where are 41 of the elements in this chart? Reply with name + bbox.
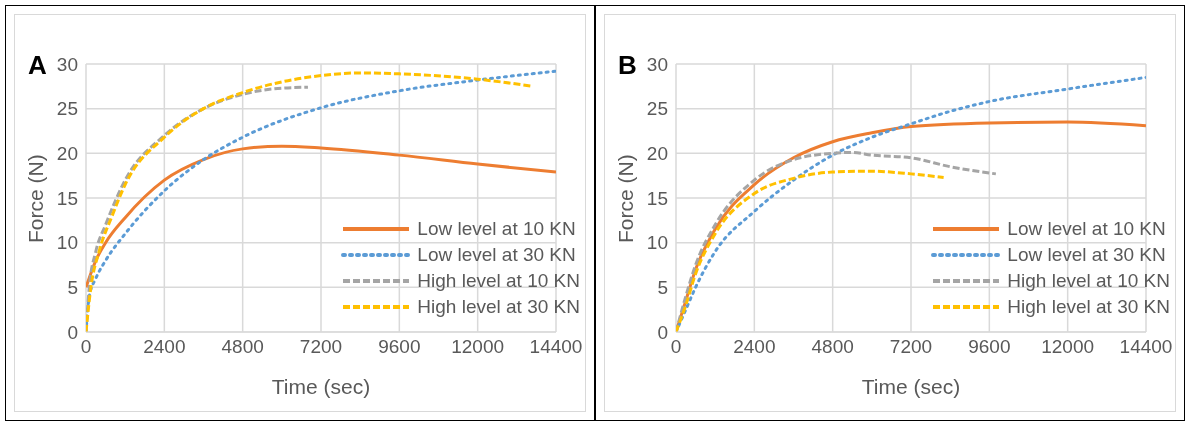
y-tick-label: 5 [67, 277, 78, 299]
y-tick-label: 30 [646, 53, 668, 75]
x-tick-label: 4800 [221, 336, 264, 358]
y-tick-label: 25 [56, 98, 78, 120]
x-tick-label: 12000 [1041, 336, 1095, 358]
legend-label: High level at 30 KN [1007, 296, 1170, 318]
y-tick-label: 10 [646, 232, 668, 254]
y-tick-label: 25 [646, 98, 668, 120]
x-tick-label: 2400 [733, 336, 776, 358]
text: B [618, 50, 637, 81]
y-tick-label: 5 [657, 277, 668, 299]
text: A [28, 50, 47, 81]
x-tick-label: 9600 [378, 336, 421, 358]
y-tick-label: 15 [56, 187, 78, 209]
legend-label: High level at 30 KN [417, 296, 580, 318]
y-tick-label: 0 [657, 321, 668, 343]
legend-label: Low level at 30 KN [1007, 244, 1166, 266]
y-tick-label: 10 [56, 232, 78, 254]
x-tick-label: 7200 [889, 336, 933, 358]
x-tick-label: 2400 [143, 336, 186, 358]
x-tick-label: 4800 [811, 336, 854, 358]
y-tick-label: 30 [56, 53, 78, 75]
legend-label: Low level at 10 KN [417, 218, 576, 240]
x-tick-label: 9600 [968, 336, 1011, 358]
legend-label: High level at 10 KN [417, 270, 580, 292]
y-tick-label: 15 [646, 187, 668, 209]
x-tick-label: 12000 [451, 336, 505, 358]
y-tick-label: 0 [67, 321, 78, 343]
line-series [676, 169, 946, 332]
y-axis-title: Force (N) [24, 154, 48, 243]
legend-label: Low level at 30 KN [417, 244, 576, 266]
legend-label: Low level at 10 KN [1007, 218, 1166, 240]
y-axis-title: Force (N) [614, 154, 638, 243]
x-axis-title: Time (sec) [271, 375, 371, 398]
y-tick-label: 20 [56, 143, 78, 165]
legend-label: High level at 10 KN [1007, 270, 1170, 292]
x-tick-label: 7200 [299, 336, 343, 358]
x-tick-label: 14400 [529, 336, 583, 358]
x-tick-label: 14400 [1119, 336, 1173, 358]
y-tick-label: 20 [646, 143, 668, 165]
x-axis-title: Time (sec) [861, 375, 961, 398]
